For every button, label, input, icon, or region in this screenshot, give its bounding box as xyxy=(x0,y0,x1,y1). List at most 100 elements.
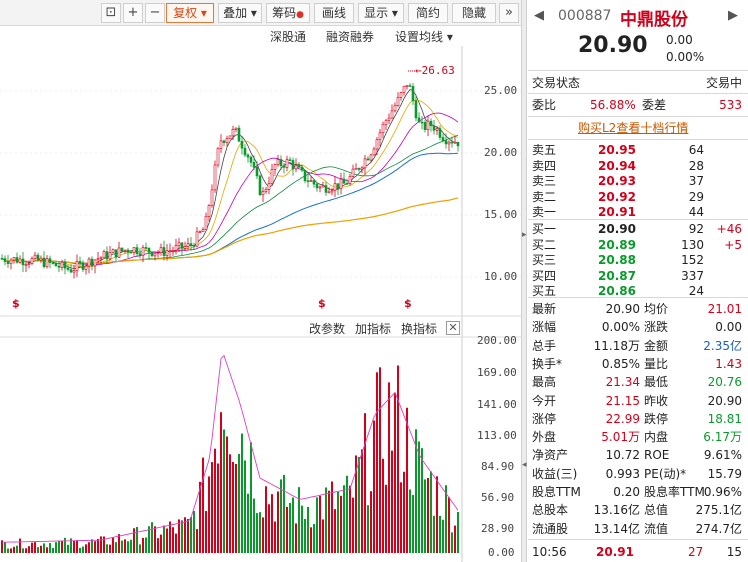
ask-row[interactable]: 卖四 20.94 28 xyxy=(532,157,742,175)
volume-bar xyxy=(61,540,63,553)
stat-label: 收益(三) xyxy=(532,466,578,481)
bid-delta: +46 xyxy=(716,222,742,236)
stat-value: 15.79 xyxy=(707,466,742,481)
vol-tick-4: 84.90 xyxy=(481,460,515,473)
volume-bar xyxy=(85,544,87,553)
volume-bar xyxy=(178,519,180,553)
ask-row[interactable]: 卖二 20.92 29 xyxy=(532,188,742,206)
volume-bar xyxy=(40,545,42,553)
collapse-left-icon[interactable]: ▸ xyxy=(522,230,527,240)
vol-tick-3: 113.00 xyxy=(477,429,517,442)
volume-bar xyxy=(157,538,159,553)
bid-row[interactable]: 买五 20.86 24 xyxy=(532,282,742,300)
volume-bar xyxy=(19,538,21,553)
next-stock-icon[interactable]: ▶ xyxy=(728,8,738,23)
diejia-button[interactable]: 叠加 ▾ xyxy=(218,3,262,23)
zoom-in-icon[interactable]: + xyxy=(123,3,143,23)
candle-body xyxy=(243,147,247,156)
candle-body xyxy=(84,265,88,270)
ask-row[interactable]: 卖一 20.91 44 xyxy=(532,203,742,221)
bid-row[interactable]: 买二 20.89 130 +5 xyxy=(532,236,742,254)
candle-body xyxy=(165,250,169,256)
change-params-button[interactable]: 改参数 xyxy=(309,322,346,336)
stat-label: 换手* xyxy=(532,356,563,371)
bid-row[interactable]: 买三 20.88 152 xyxy=(532,251,742,269)
candle-body xyxy=(81,262,85,270)
volume-bar xyxy=(226,436,228,553)
stat-label: 今开 xyxy=(532,393,557,408)
volume-bar xyxy=(280,479,282,553)
volume-bar xyxy=(376,372,378,553)
yincang-button[interactable]: 隐藏 xyxy=(452,3,496,23)
volume-bar xyxy=(445,485,447,553)
candle-body xyxy=(66,267,70,270)
chouma-button[interactable]: 筹码● xyxy=(266,3,310,23)
fuquan-button[interactable]: 复权 ▾ xyxy=(166,3,214,23)
volume-bar xyxy=(208,476,210,553)
volume-bar xyxy=(421,448,423,553)
l2-upgrade-link[interactable]: 购买L2查看十档行情 xyxy=(578,121,689,135)
expand-right-icon[interactable]: » xyxy=(499,3,519,23)
candle-body xyxy=(171,250,175,252)
event-marker-icon[interactable]: $ xyxy=(318,297,326,310)
close-indicator-icon[interactable]: ✕ xyxy=(446,321,460,335)
candle-body xyxy=(264,189,268,192)
candle-body xyxy=(450,141,454,144)
collapse-right-icon[interactable]: ◂ xyxy=(522,460,527,470)
volume-bar xyxy=(202,457,204,553)
panel-divider[interactable]: ▸ ◂ xyxy=(521,0,527,562)
ask-row[interactable]: 卖五 20.95 64 xyxy=(532,141,742,159)
volume-bar xyxy=(49,543,51,553)
candle-body xyxy=(33,254,37,259)
volume-bar xyxy=(340,495,342,553)
volume-bar xyxy=(301,505,303,553)
divider xyxy=(528,116,748,117)
zoom-out-icon[interactable]: − xyxy=(145,3,165,23)
tick-time: 10:56 xyxy=(532,545,567,559)
tick-vol: 27 xyxy=(688,545,704,559)
candle-body xyxy=(285,159,289,168)
candle-body xyxy=(279,159,283,167)
stat-row: 最高 21.34 最低 20.76 xyxy=(532,373,742,391)
candle-body xyxy=(453,141,457,144)
xianshi-button[interactable]: 显示 ▾ xyxy=(358,3,404,23)
stat-label: ROE xyxy=(644,448,670,463)
candle-body xyxy=(321,185,325,188)
restore-icon[interactable]: ⊡ xyxy=(101,3,121,23)
candle-body xyxy=(69,269,73,273)
ask-row[interactable]: 卖三 20.93 37 xyxy=(532,172,742,190)
volume-bar xyxy=(46,547,48,553)
jianyue-button[interactable]: 简约 xyxy=(408,3,448,23)
event-marker-icon[interactable]: $ xyxy=(12,297,20,310)
shengutong-link[interactable]: 深股通 xyxy=(270,30,307,44)
bid-row[interactable]: 买四 20.87 337 xyxy=(532,267,742,285)
volume-bar xyxy=(370,491,372,553)
bid-row[interactable]: 买一 20.90 92 +46 xyxy=(532,220,742,238)
kline-chart[interactable] xyxy=(0,0,521,562)
candle-body xyxy=(441,137,445,141)
volume-bar xyxy=(451,532,453,553)
add-indicator-button[interactable]: 加指标 xyxy=(355,322,392,336)
prev-stock-icon[interactable]: ◀ xyxy=(534,8,544,23)
weibi-label: 委比 xyxy=(532,98,557,112)
volume-bar xyxy=(250,442,252,553)
huaxian-button[interactable]: 画线 xyxy=(314,3,354,23)
volume-bar xyxy=(253,498,255,553)
event-marker-icon[interactable]: $ xyxy=(404,297,412,310)
trade-status-row: 交易状态 交易中 xyxy=(532,74,742,92)
rongzi-link[interactable]: 融资融券 xyxy=(326,30,375,44)
volume-bar xyxy=(418,441,420,553)
ma-settings-button[interactable]: 设置均线 ▾ xyxy=(395,30,453,44)
stat-label: 金额 xyxy=(644,338,669,353)
bid-volume: 130 xyxy=(681,237,704,252)
volume-bar xyxy=(298,487,300,553)
switch-indicator-button[interactable]: 换指标 xyxy=(401,322,438,336)
candle-body xyxy=(444,140,448,145)
volume-bar xyxy=(259,512,261,553)
candle-body xyxy=(351,168,355,177)
candle-body xyxy=(393,105,397,112)
candle-body xyxy=(93,259,97,267)
candle-body xyxy=(231,129,235,137)
candle-body xyxy=(9,259,13,264)
stat-label: 均价 xyxy=(644,302,669,316)
